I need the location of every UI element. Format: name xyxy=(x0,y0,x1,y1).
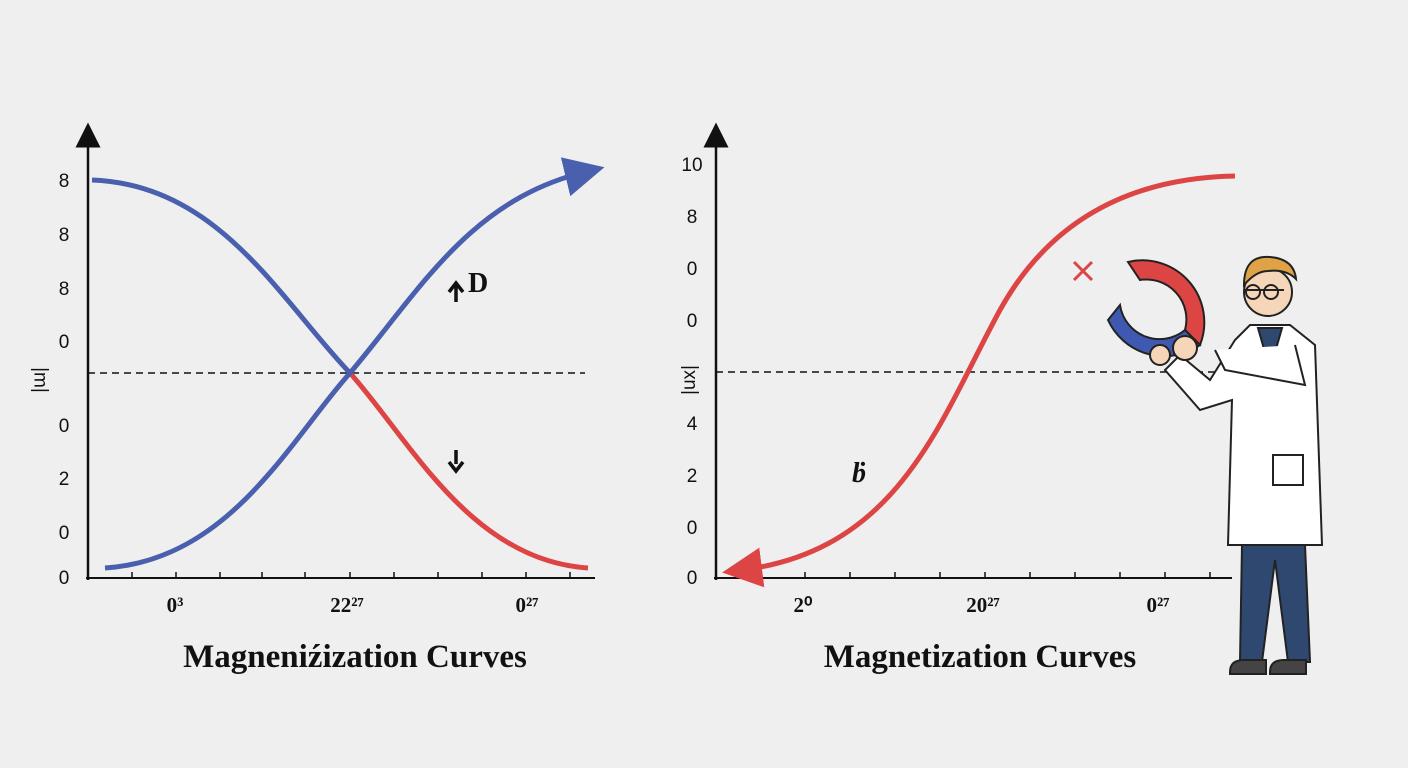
x-tick-label: 0²⁷ xyxy=(515,593,538,617)
x-ticks xyxy=(131,572,571,578)
y-tick-label: 8 xyxy=(59,279,70,300)
y-tick-label: 8 xyxy=(687,207,698,228)
chart-title: Magneniźization Curves xyxy=(183,639,527,675)
scientist xyxy=(1106,255,1324,675)
glasses-lens xyxy=(1245,284,1261,300)
y-tick-label: 10 xyxy=(681,155,702,176)
glasses-lens xyxy=(1263,284,1279,300)
chart-title: Magnetization Curves xyxy=(824,639,1137,675)
curve-falling-red xyxy=(348,371,589,571)
y-axis-label: |ɯ| xyxy=(29,367,50,393)
y-tick-label: 4 xyxy=(687,414,698,435)
hand xyxy=(1172,335,1198,361)
x-tick-label: 22²⁷ xyxy=(330,593,364,617)
magnet-red xyxy=(1126,259,1206,347)
arm xyxy=(1214,344,1307,387)
y-tick-label: 0 xyxy=(59,523,70,544)
y-tick-label: 0 xyxy=(687,568,698,589)
down-arrow xyxy=(447,450,465,474)
x-tick-label: 2⁰ xyxy=(794,593,814,617)
hand xyxy=(1149,344,1171,366)
curve xyxy=(722,173,1236,588)
y-tick-label: 2 xyxy=(687,466,698,487)
annotation: D xyxy=(468,268,488,299)
y-tick-label: 0 xyxy=(59,332,70,353)
x-tick-label: 0²⁷ xyxy=(1146,593,1169,617)
x-tick-label: 20²⁷ xyxy=(966,593,1000,617)
y-tick-label: 8 xyxy=(59,225,70,246)
cross-marker xyxy=(1072,260,1094,282)
y-tick-label: 0 xyxy=(687,311,698,332)
left-chart xyxy=(75,122,605,580)
curve-rising xyxy=(104,157,605,571)
right-chart xyxy=(703,122,1236,588)
x-tick-label: 0³ xyxy=(167,593,184,617)
hair xyxy=(1242,255,1298,288)
y-tick-label: 0 xyxy=(59,416,70,437)
shoes xyxy=(1229,659,1307,675)
y-tick-label: 0 xyxy=(687,518,698,539)
pocket xyxy=(1272,454,1304,486)
y-tick-label: 2 xyxy=(59,469,70,490)
curve-falling xyxy=(91,177,352,375)
y-axis-label: |ux| xyxy=(679,365,700,395)
annotation: ḃ xyxy=(852,458,866,489)
y-tick-label: 0 xyxy=(59,568,70,589)
up-arrow xyxy=(447,280,465,302)
y-tick-label: 0 xyxy=(687,259,698,280)
y-tick-label: 8 xyxy=(59,171,70,192)
